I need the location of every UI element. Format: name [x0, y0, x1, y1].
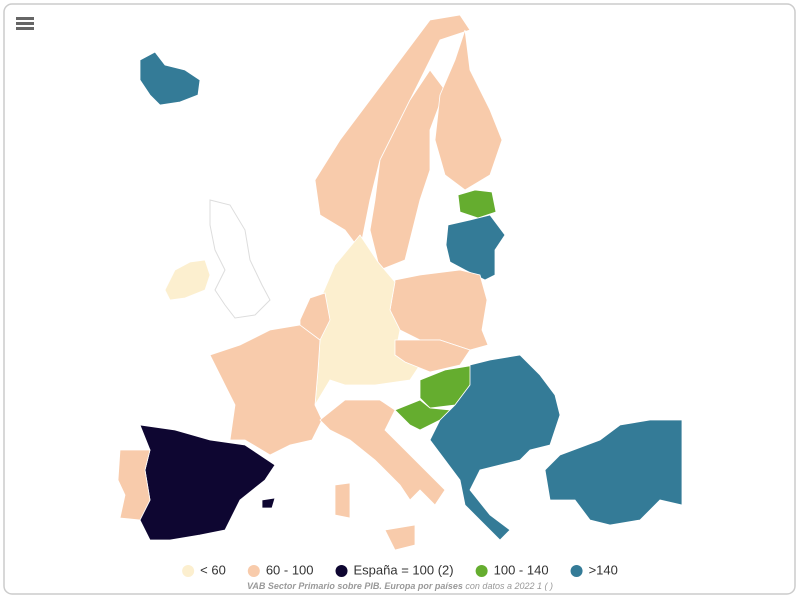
ireland[interactable] [164, 259, 211, 301]
france[interactable] [209, 324, 323, 456]
legend-item[interactable]: >140 [570, 562, 618, 577]
united-kingdom [209, 199, 271, 319]
legend-item[interactable]: 100 - 140 [475, 562, 549, 577]
legend-swatch [570, 565, 583, 577]
legend-label: España = 100 (2) [354, 562, 454, 577]
italy[interactable] [319, 399, 446, 506]
europe-map [117, 14, 683, 551]
legend-items: < 60 60 - 100 España = 100 (2) 100 - 140 >14… [182, 562, 618, 577]
menu-button[interactable] [16, 17, 34, 30]
balkans[interactable] [429, 354, 561, 541]
portugal[interactable] [117, 449, 151, 521]
sardinia[interactable] [334, 482, 351, 519]
norway[interactable] [314, 14, 471, 251]
iceland[interactable] [139, 51, 201, 106]
caption-note: con datos a 2022 1 ( ) [465, 581, 553, 591]
menu-bar [16, 17, 34, 20]
legend-swatch [247, 565, 260, 577]
czechia-slovakia[interactable] [394, 339, 471, 373]
caption: VAB Sector Primario sobre PIB. Europa po… [247, 581, 553, 591]
finland[interactable] [434, 29, 503, 191]
menu-bar [16, 27, 34, 30]
legend-label: 100 - 140 [494, 562, 549, 577]
caption-title: VAB Sector Primario sobre PIB. Europa po… [247, 581, 463, 591]
legend-label: >140 [589, 562, 618, 577]
estonia[interactable] [457, 189, 497, 219]
legend-swatch [335, 565, 348, 577]
legend-swatch [475, 565, 488, 577]
legend-swatch [182, 565, 195, 577]
legend: < 60 60 - 100 España = 100 (2) 100 - 140 >14… [182, 562, 618, 577]
legend-item[interactable]: < 60 [182, 562, 226, 577]
menu-bar [16, 22, 34, 25]
baltics[interactable] [445, 214, 506, 281]
balearic[interactable] [261, 497, 276, 509]
legend-item[interactable]: 60 - 100 [247, 562, 314, 577]
sweden[interactable] [369, 69, 446, 271]
sicily[interactable] [384, 524, 416, 551]
legend-item[interactable]: España = 100 (2) [335, 562, 454, 577]
legend-label: < 60 [200, 562, 226, 577]
turkey[interactable] [544, 419, 683, 526]
legend-label: 60 - 100 [266, 562, 314, 577]
